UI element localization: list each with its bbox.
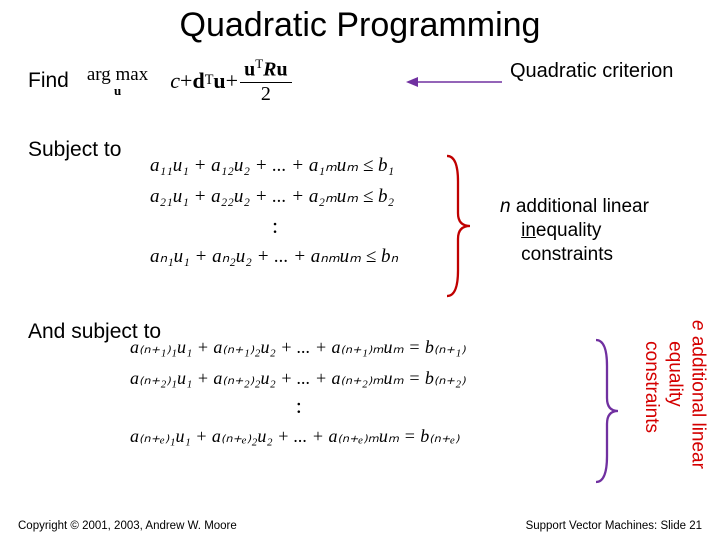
annot-eq-l2: equality	[664, 341, 685, 407]
annot-quadratic: Quadratic criterion	[510, 60, 673, 83]
slide-title: Quadratic Programming	[0, 0, 720, 45]
annot-ineq-in: in	[521, 220, 536, 241]
annot-ineq-l1: additional linear	[511, 196, 649, 217]
eq-row-2: a₍ₙ₊₂₎₁u₁ + a₍ₙ₊₂₎₂u₂ + ... + a₍ₙ₊₂₎ₘuₘ …	[130, 363, 466, 394]
annot-eq-l1: additional linear	[688, 331, 709, 469]
annot-eq-l3: constraints	[641, 341, 662, 433]
brace-equality	[592, 336, 620, 486]
footer-copyright: Copyright © 2001, 2003, Andrew W. Moore	[18, 520, 237, 532]
annot-ineq-l3: constraints	[521, 244, 613, 265]
annot-eq-e: e	[688, 320, 709, 331]
obj-d: d	[192, 68, 204, 94]
ineq-vdots: :	[150, 213, 398, 241]
equality-block: a₍ₙ₊₁₎₁u₁ + a₍ₙ₊₁₎₂u₂ + ... + a₍ₙ₊₁₎ₘuₘ …	[130, 332, 466, 452]
annot-equality: e additional linear equality constraints	[640, 320, 710, 520]
frac-u1: u	[244, 59, 255, 81]
obj-frac: uTRu 2	[240, 56, 292, 106]
frac-den: 2	[257, 83, 275, 106]
eq-row-n: a₍ₙ₊ₑ₎₁u₁ + a₍ₙ₊ₑ₎₂u₂ + ... + a₍ₙ₊ₑ₎ₘuₘ …	[130, 421, 466, 452]
argmax-text: arg max	[87, 64, 148, 85]
frac-R: R	[263, 59, 276, 81]
argmax: arg max u	[87, 65, 148, 97]
frac-T: T	[255, 56, 263, 71]
subject-to-label: Subject to	[28, 138, 121, 162]
footer-slide-num: Support Vector Machines: Slide 21	[526, 520, 702, 532]
brace-inequality	[442, 152, 472, 300]
ineq-row-2: a₂₁u₁ + a₂₂u₂ + ... + a₂ₘuₘ ≤ b₂	[150, 181, 398, 212]
ineq-row-1: a₁₁u₁ + a₁₂u₂ + ... + a₁ₘuₘ ≤ b₁	[150, 150, 398, 181]
obj-u: u	[213, 68, 225, 94]
objective-expr: c + dTu + uTRu 2	[170, 56, 293, 106]
eq-row-1: a₍ₙ₊₁₎₁u₁ + a₍ₙ₊₁₎₂u₂ + ... + a₍ₙ₊₁₎ₘuₘ …	[130, 332, 466, 363]
arrow-quadratic	[404, 72, 504, 92]
annot-ineq-equality: equality	[536, 220, 602, 241]
find-label: Find	[28, 69, 69, 93]
obj-plus2: +	[226, 68, 238, 94]
ineq-row-n: aₙ₁u₁ + aₙ₂u₂ + ... + aₙₘuₘ ≤ bₙ	[150, 241, 398, 272]
inequality-block: a₁₁u₁ + a₁₂u₂ + ... + a₁ₘuₘ ≤ b₁ a₂₁u₁ +…	[150, 150, 398, 272]
frac-u2: u	[277, 59, 288, 81]
argmax-sub: u	[87, 84, 148, 97]
eq-vdots: :	[130, 393, 466, 421]
obj-plus1: +	[180, 68, 192, 94]
find-row: Find arg max u c + dTu + uTRu 2	[28, 56, 294, 106]
annot-ineq-n: n	[500, 196, 511, 217]
obj-c: c	[170, 68, 180, 93]
obj-T: T	[205, 72, 214, 89]
annot-inequality: n additional linear inequality constrain…	[500, 195, 649, 266]
